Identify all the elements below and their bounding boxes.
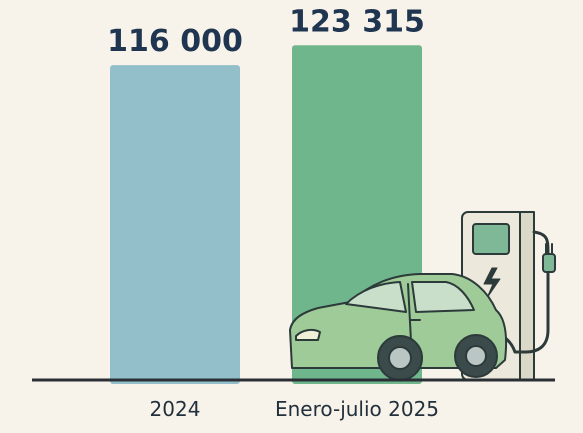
ev-car-icon (289, 273, 508, 381)
value-label-0: 116 000 (107, 24, 243, 59)
category-label-0: 2024 (150, 397, 201, 421)
value-labels-layer: 116 000 123 315 (107, 4, 425, 59)
category-label-1: Enero-julio 2025 (275, 397, 439, 421)
category-labels-layer: 2024 Enero-julio 2025 (150, 397, 439, 421)
value-label-1: 123 315 (289, 4, 425, 39)
bar-0 (110, 65, 240, 385)
